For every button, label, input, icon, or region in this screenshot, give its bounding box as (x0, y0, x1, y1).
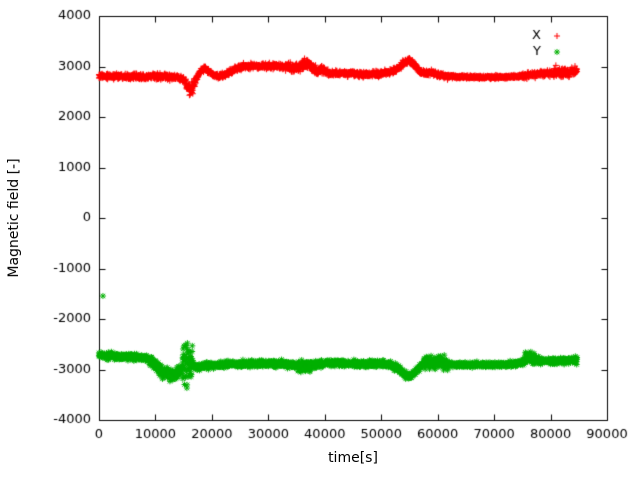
x-axis-label: time[s] (328, 450, 378, 466)
y-axis-label: Magnetic field [-] (6, 158, 22, 278)
